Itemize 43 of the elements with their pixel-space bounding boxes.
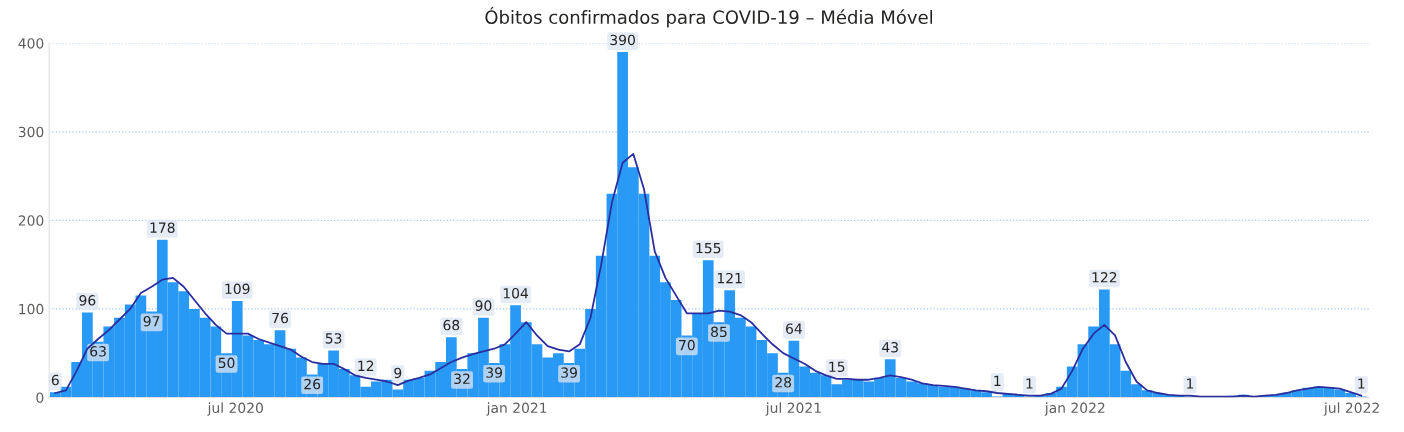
y-tick-label: 400 bbox=[18, 38, 44, 49]
data-label: 50 bbox=[218, 357, 235, 369]
data-label: 32 bbox=[454, 373, 470, 385]
data-label: 85 bbox=[711, 326, 727, 338]
data-label: 63 bbox=[90, 346, 106, 357]
data-label: 122 bbox=[1092, 272, 1117, 283]
data-label: 1 bbox=[994, 375, 1001, 386]
data-label: 53 bbox=[325, 333, 342, 344]
x-tick-label: jul 2021 bbox=[765, 402, 821, 416]
data-label: 43 bbox=[882, 342, 898, 353]
data-label: 70 bbox=[679, 339, 695, 351]
data-label: 1 bbox=[1187, 378, 1194, 389]
chart-title: Óbitos confirmados para COVID-19 – Média Móvel bbox=[485, 7, 933, 28]
data-label: 15 bbox=[829, 361, 845, 372]
data-label: 390 bbox=[610, 34, 635, 46]
x-tick-label: jan 2021 bbox=[486, 402, 547, 416]
data-label: 121 bbox=[717, 272, 742, 284]
data-label: 178 bbox=[150, 222, 175, 233]
data-label: 90 bbox=[475, 300, 492, 311]
data-label: 9 bbox=[394, 367, 402, 379]
data-label: 104 bbox=[503, 287, 529, 299]
data-label: 1 bbox=[1026, 378, 1033, 389]
data-label: 39 bbox=[486, 367, 503, 378]
data-label: 12 bbox=[358, 360, 374, 371]
x-tick-label: jul 2020 bbox=[207, 402, 263, 416]
y-tick-label: 100 bbox=[19, 303, 44, 315]
x-tick-label: jul 2022 bbox=[1323, 402, 1379, 416]
y-tick-label: 200 bbox=[18, 215, 44, 226]
data-label: 26 bbox=[304, 378, 321, 390]
data-label: 68 bbox=[443, 319, 460, 331]
data-label: 39 bbox=[561, 367, 577, 378]
y-tick-label: 0 bbox=[36, 392, 44, 403]
data-label: 76 bbox=[272, 312, 289, 324]
y-tick-label: 300 bbox=[18, 126, 44, 138]
data-label: 6 bbox=[51, 374, 59, 386]
data-label: 155 bbox=[696, 242, 721, 254]
x-tick-label: jan 2022 bbox=[1044, 402, 1105, 416]
data-label: 97 bbox=[143, 315, 160, 327]
data-label: 96 bbox=[79, 295, 96, 306]
data-label: 1 bbox=[1358, 378, 1365, 389]
data-label: 28 bbox=[775, 377, 792, 388]
data-label: 109 bbox=[225, 283, 250, 295]
data-label: 64 bbox=[786, 323, 802, 334]
